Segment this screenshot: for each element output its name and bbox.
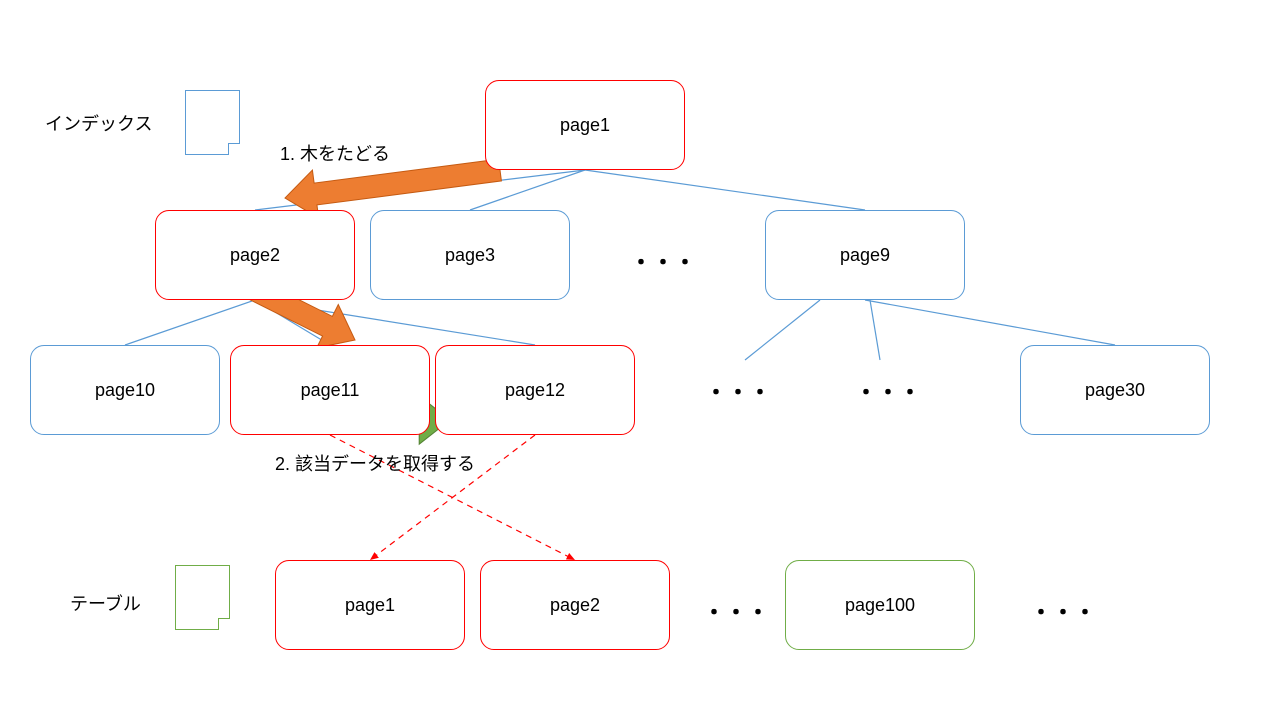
node-page10: page10 [30, 345, 220, 435]
node-label: page100 [845, 595, 915, 616]
label-index: インデックス [45, 110, 152, 136]
node-t_page1: page1 [275, 560, 465, 650]
node-page11: page11 [230, 345, 430, 435]
diagram-stage: page1 page2 page3 page9 page10 page11 page12 pa… [0, 0, 1280, 720]
label-step1: 1. 木をたどる [280, 140, 390, 166]
node-label: page11 [301, 380, 360, 401]
ellipsis-e5: ・・・ [1030, 595, 1096, 627]
node-label: page2 [230, 245, 280, 266]
node-label: page3 [445, 245, 495, 266]
ellipsis-e1: ・・・ [630, 245, 696, 277]
ellipsis-e3: ・・・ [855, 375, 921, 407]
index_doc-icon [185, 90, 240, 155]
node-label: page30 [1085, 380, 1145, 401]
node-label: page9 [840, 245, 890, 266]
node-label: page1 [345, 595, 395, 616]
node-page2: page2 [155, 210, 355, 300]
ellipsis-e4: ・・・ [703, 595, 769, 627]
node-t_page2: page2 [480, 560, 670, 650]
node-label: page1 [560, 115, 610, 136]
node-t_page100: page100 [785, 560, 975, 650]
label-step2: 2. 該当データを取得する [275, 450, 475, 476]
node-page3: page3 [370, 210, 570, 300]
node-label: page12 [505, 380, 565, 401]
label-table: テーブル [70, 590, 141, 616]
node-page30: page30 [1020, 345, 1210, 435]
node-page1: page1 [485, 80, 685, 170]
ellipsis-e2: ・・・ [705, 375, 771, 407]
node-page9: page9 [765, 210, 965, 300]
node-page12: page12 [435, 345, 635, 435]
table_doc-icon [175, 565, 230, 630]
node-label: page10 [95, 380, 155, 401]
node-label: page2 [550, 595, 600, 616]
